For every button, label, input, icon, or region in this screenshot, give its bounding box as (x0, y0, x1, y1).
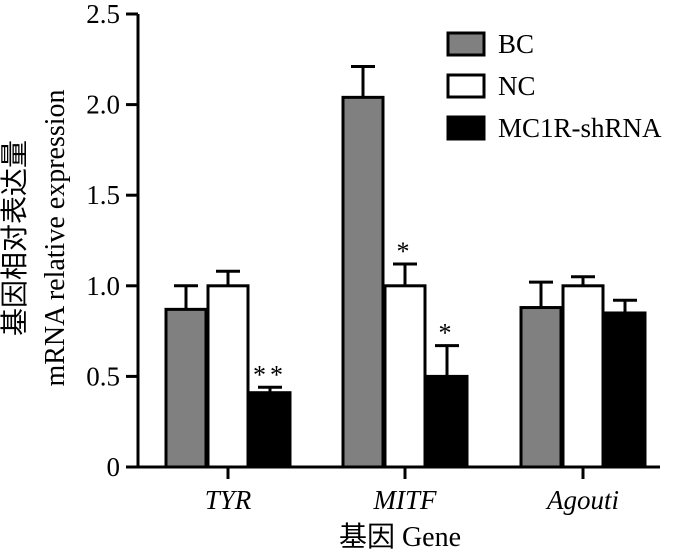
legend-label: NC (498, 71, 536, 101)
chart-legend: BC NC MC1R-shRNA (446, 29, 662, 143)
legend-label: BC (498, 29, 534, 59)
y-axis-label: mRNA relative expression (40, 89, 71, 386)
bar (603, 311, 647, 469)
y-axis-label-cn: 基因相对表达量 (0, 140, 31, 336)
significance-marker: ** (253, 360, 287, 389)
legend-swatch (446, 115, 486, 141)
chart-axes: 0 0.5 1.0 1.5 2.0 2.5 TYR MITF Agouti (86, 0, 660, 515)
bar (248, 391, 292, 469)
bar (164, 307, 208, 469)
y-tick-label: 2.0 (86, 90, 120, 120)
y-tick-label: 2.5 (86, 0, 120, 29)
chart-bars: **** (164, 65, 647, 469)
y-tick-label: 0.5 (86, 361, 120, 391)
x-tick-label: TYR (205, 485, 252, 515)
x-tick-label: Agouti (545, 485, 619, 515)
y-tick-label: 0 (107, 452, 121, 482)
x-tick-label: MITF (373, 485, 437, 515)
y-tick-label: 1.0 (86, 271, 120, 301)
bar (206, 284, 250, 469)
significance-marker: * (439, 319, 456, 348)
significance-marker: * (397, 237, 414, 266)
legend-swatch (446, 31, 486, 57)
bar (383, 284, 427, 469)
bar (519, 306, 563, 469)
y-tick-label: 1.5 (86, 180, 120, 210)
legend-swatch (446, 73, 486, 99)
bar (341, 95, 385, 469)
bar (561, 284, 605, 469)
bar (425, 374, 469, 469)
x-axis-label: 基因 Gene (339, 521, 461, 553)
legend-label: MC1R-shRNA (498, 113, 662, 143)
